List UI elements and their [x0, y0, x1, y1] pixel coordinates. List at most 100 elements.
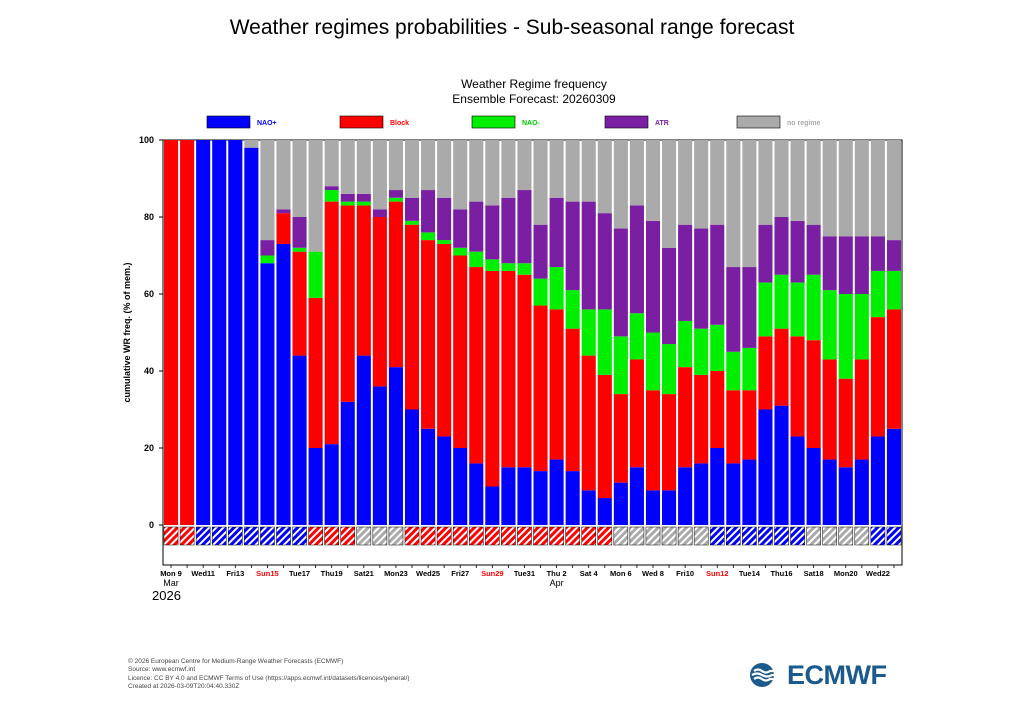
bar-segment-atr: [549, 197, 564, 268]
bar-segment-nao-: [806, 274, 821, 341]
dominant-regime-cell: [758, 526, 773, 546]
bar-segment-atr: [822, 236, 837, 291]
x-tick-label: Wed 8: [642, 569, 664, 578]
dominant-regime-cell: [597, 526, 613, 546]
bar-segment-block: [822, 359, 837, 460]
bar-segment-nao-: [501, 467, 516, 525]
bar-segment-nao-: [742, 347, 757, 391]
dominant-regime-cell: [709, 526, 725, 546]
bar-segment-nao-: [260, 263, 275, 525]
bar-segment-nao-: [437, 240, 452, 244]
ecmwf-logo-icon: [750, 663, 782, 687]
bar-segment-no-regime: [758, 140, 773, 225]
bar-segment-atr: [854, 236, 869, 294]
bar-segment-atr: [501, 197, 516, 264]
legend-swatch-block: [339, 115, 384, 129]
bar-segment-nao-: [533, 471, 548, 525]
bar-segment-nao-: [340, 401, 355, 525]
bar-segment-no-regime: [678, 140, 693, 225]
bar-segment-atr: [597, 213, 612, 310]
bar-segment-nao-: [453, 448, 468, 525]
dominant-regime-cell: [163, 526, 179, 546]
bar-segment-block: [597, 374, 612, 499]
x-tick-label: Sun15: [256, 569, 279, 578]
bar-segment-nao-: [388, 367, 403, 525]
dominant-regime-cell: [485, 526, 500, 546]
bar-segment-no-regime: [453, 140, 468, 210]
bar-segment-block: [453, 255, 468, 448]
bar-segment-no-regime: [517, 140, 532, 191]
bar-segment-nao-: [565, 471, 580, 525]
bar-segment-block: [276, 213, 291, 244]
bar-segment-block: [662, 394, 677, 491]
x-tick-label: Sun12: [706, 569, 729, 578]
bar-segment-nao-: [886, 270, 901, 310]
bar-segment-no-regime: [533, 140, 548, 225]
bar-segment-atr: [404, 197, 420, 221]
bar-segment-block: [710, 371, 725, 448]
bar-segment-no-regime: [356, 140, 371, 194]
dominant-regime-cell: [501, 526, 516, 546]
bar-segment-atr: [292, 217, 307, 248]
bar-segment-nao-: [469, 463, 484, 525]
x-tick-label: Mon 9: [160, 569, 182, 578]
legend-label-block: Block: [390, 120, 409, 127]
created-text: Created at 2026-03-09T20:04:40.330Z: [128, 683, 240, 691]
bar-segment-no-regime: [469, 140, 484, 202]
bar-segment-nao-: [758, 282, 773, 337]
bar-segment-atr: [613, 228, 628, 337]
bar-segment-nao-: [694, 328, 709, 375]
bar-segment-nao-: [421, 232, 436, 241]
bar-segment-nao-: [678, 467, 693, 525]
legend-swatch-no-regime: [736, 115, 781, 129]
dominant-regime-cell: [420, 526, 436, 546]
month-label: Mar: [163, 578, 179, 588]
legend-swatch-nao-: [471, 115, 516, 129]
bar-segment-no-regime: [421, 140, 436, 191]
copyright-text: © 2026 European Centre for Medium-Range …: [128, 658, 344, 665]
bar-segment-atr: [437, 197, 452, 241]
bar-segment-atr: [870, 236, 885, 271]
dominant-regime-cell: [742, 526, 757, 546]
bar-segment-atr: [886, 240, 901, 271]
bar-segment-nao-: [340, 201, 355, 206]
y-tick-label: 100: [139, 135, 154, 145]
bar-segment-nao-: [549, 459, 564, 525]
bar-segment-block: [533, 305, 548, 472]
bar-segment-atr: [742, 267, 757, 348]
dominant-regime-cell: [645, 526, 661, 546]
bar-segment-block: [485, 270, 500, 487]
bar-segment-nao-: [453, 247, 468, 256]
bar-segment-no-regime: [565, 140, 580, 202]
bar-segment-nao-: [212, 140, 227, 525]
bar-segment-nao-: [308, 251, 323, 298]
bar-segment-block: [678, 367, 693, 468]
dominant-regime-cell: [870, 526, 886, 546]
bar-segment-no-regime: [404, 140, 420, 198]
licence-text: Licence: CC BY 4.0 and ECMWF Terms of Us…: [128, 674, 410, 682]
bar-segment-block: [726, 390, 741, 464]
bar-segment-no-regime: [581, 140, 596, 202]
bar-segment-no-regime: [276, 140, 291, 210]
bar-segment-block: [292, 251, 307, 356]
bar-segment-nao-: [662, 344, 677, 395]
dominant-regime-cell: [211, 526, 227, 546]
bar-segment-nao-: [308, 448, 323, 525]
dominant-regime-cell: [838, 526, 854, 546]
bar-segment-nao-: [822, 290, 837, 360]
bar-segment-nao-: [581, 490, 596, 525]
dominant-regime-cell: [517, 526, 532, 546]
bar-segment-atr: [710, 224, 725, 325]
dominant-regime-cell: [260, 526, 275, 546]
bar-segment-no-regime: [324, 140, 339, 187]
dominant-regime-cell: [324, 526, 339, 546]
bar-segment-nao-: [324, 190, 339, 202]
x-tick-label: Fri10: [676, 569, 694, 578]
dominant-regime-cell: [276, 526, 291, 546]
bar-segment-atr: [629, 205, 644, 314]
month-label: Apr: [550, 578, 564, 588]
y-tick-label: 80: [144, 212, 154, 222]
bar-segment-block: [324, 201, 339, 445]
bar-segment-atr: [662, 247, 677, 345]
x-tick-label: Thu19: [321, 569, 343, 578]
